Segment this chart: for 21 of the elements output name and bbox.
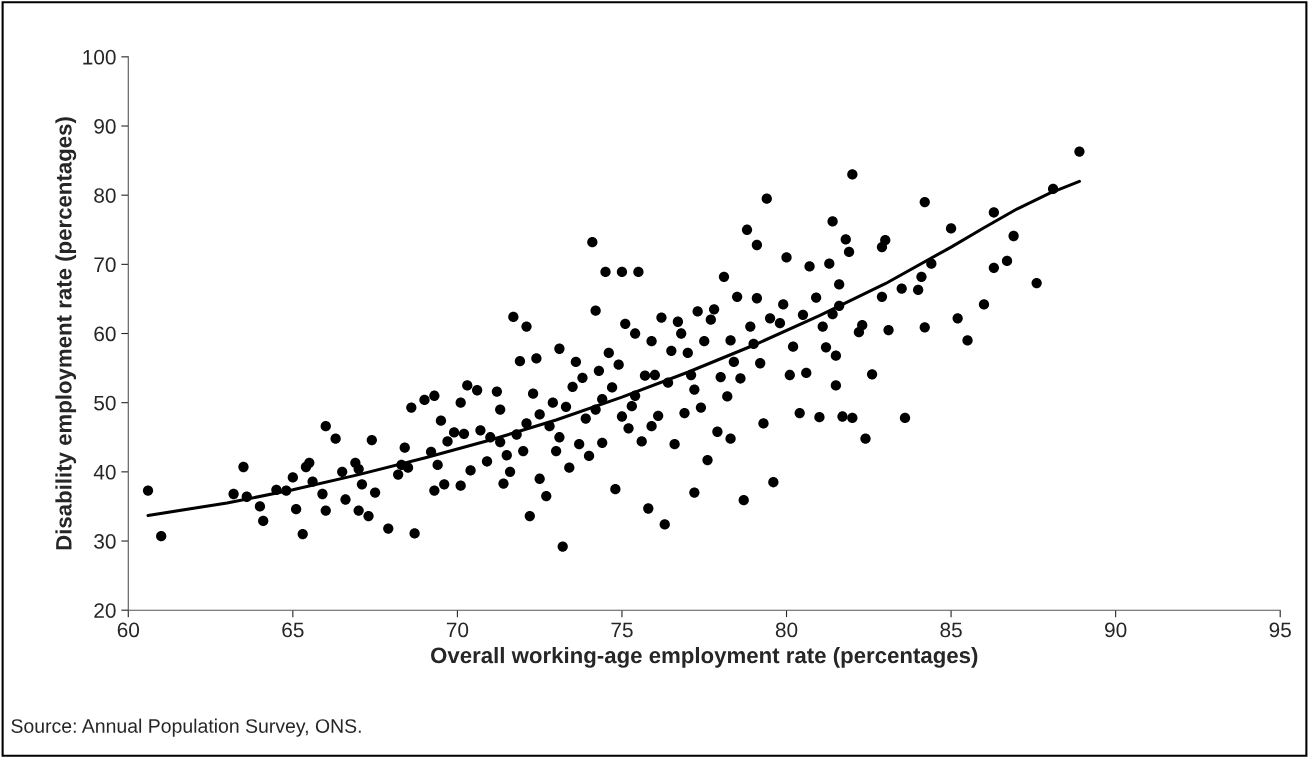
y-tick-label: 50 (94, 395, 116, 411)
x-tick-label: 80 (775, 622, 798, 638)
x-tick-label: 85 (940, 622, 962, 638)
y-axis-title: Disability employment rate (percentages) (55, 117, 77, 550)
x-tick-label: 60 (117, 622, 140, 638)
y-tick-label: 40 (93, 464, 116, 480)
x-tick-label: 75 (611, 622, 633, 638)
line-series (146, 179, 1081, 517)
y-tick-label: 100 (83, 49, 116, 65)
source-note: Source: Annual Population Survey, ONS. (11, 718, 361, 737)
x-tick-label: 70 (446, 622, 469, 638)
y-tick-label: 30 (94, 534, 116, 549)
y-tick-label: 20 (94, 603, 116, 618)
x-axis-title: Overall working-age employment rate (percentages) (431, 646, 978, 668)
x-tick-label: 90 (1105, 622, 1127, 638)
y-tick-label: 70 (94, 257, 116, 273)
y-tick-label: 60 (94, 326, 116, 342)
y-tick-label: 90 (94, 119, 116, 134)
x-tick-label: 65 (282, 622, 304, 638)
x-tick-label: 95 (1269, 622, 1291, 638)
y-tick-label: 80 (94, 188, 116, 203)
